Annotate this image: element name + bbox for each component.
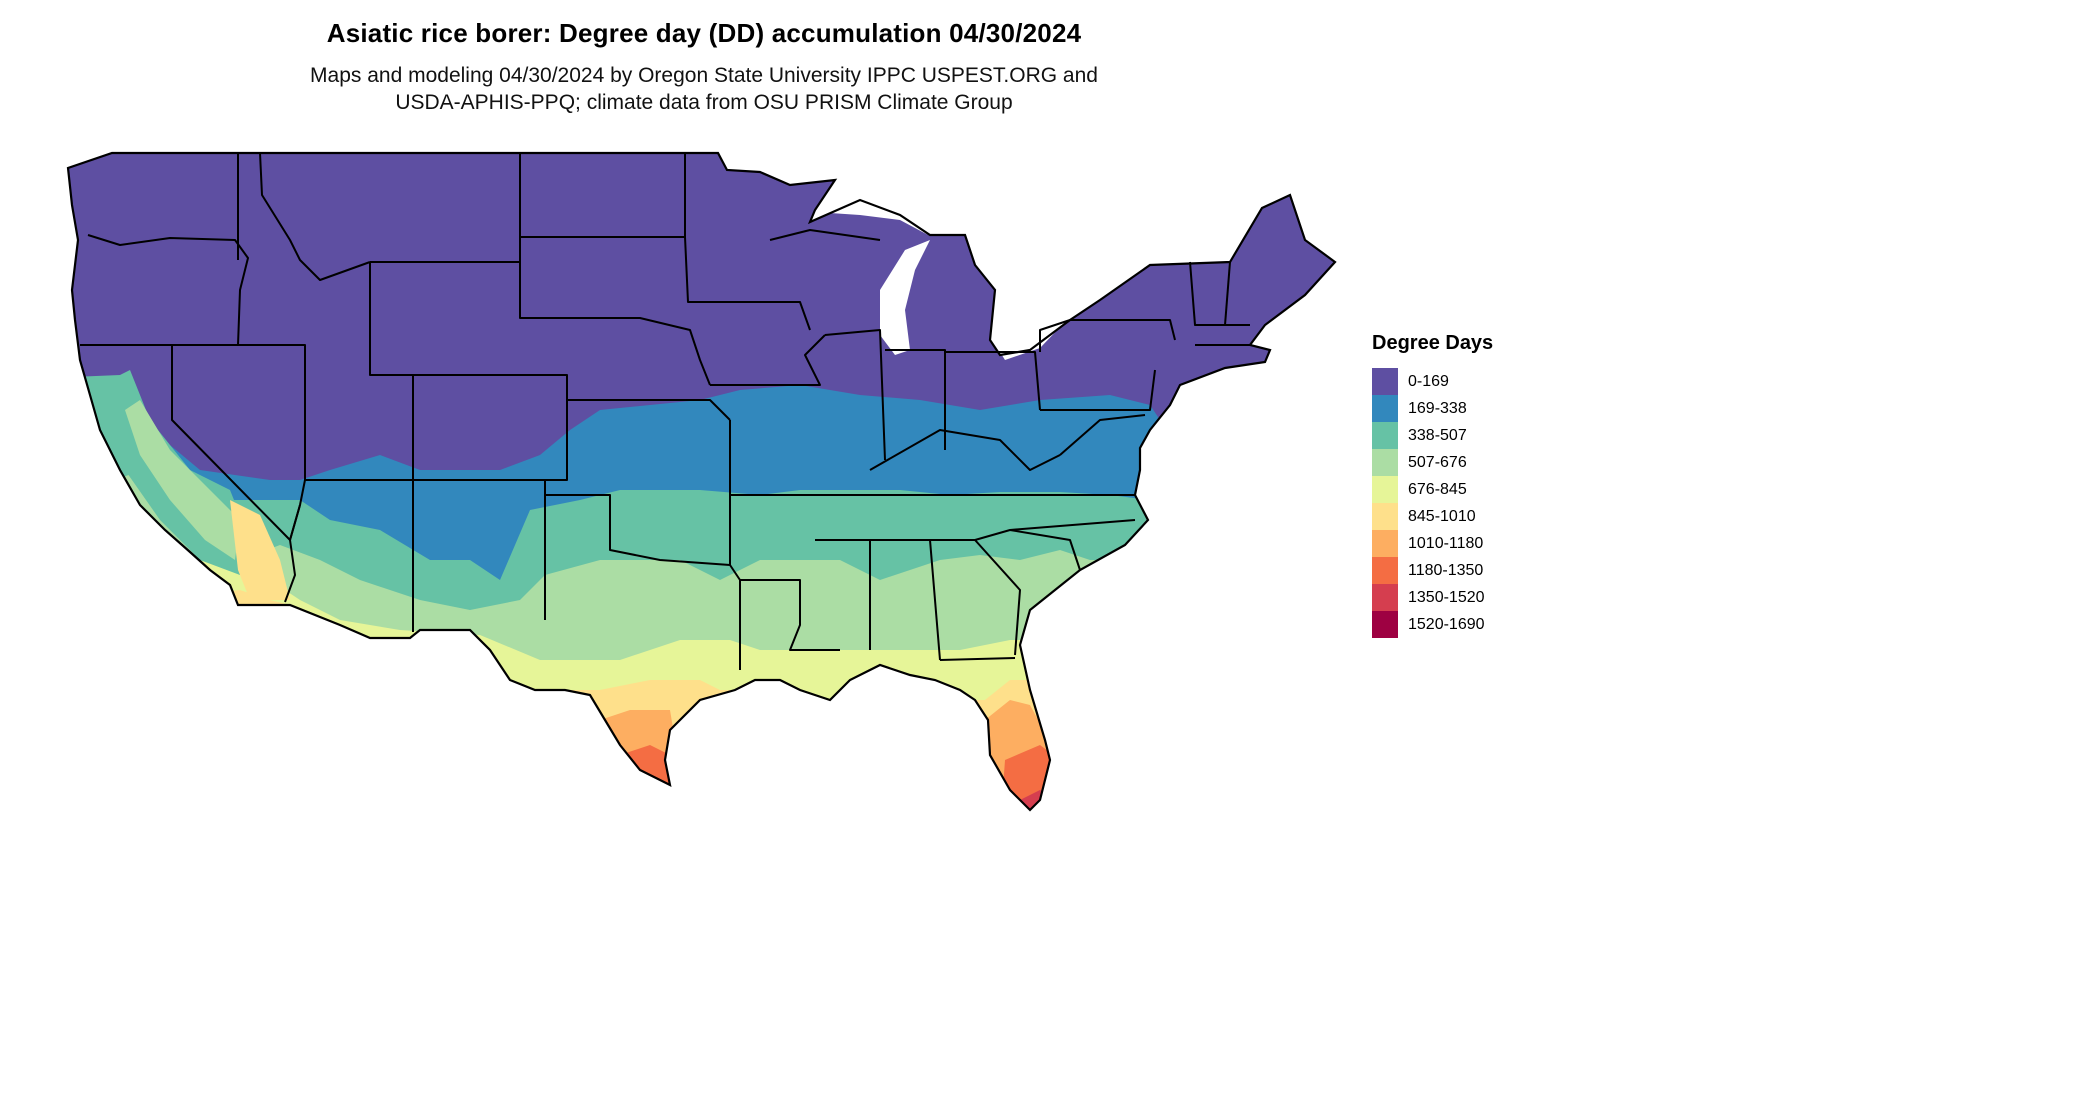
degree-day-zones xyxy=(68,153,1335,831)
legend-item: 507-676 xyxy=(1372,449,1493,476)
zone-1180-1350 xyxy=(610,745,1060,810)
legend-swatch xyxy=(1372,368,1398,395)
legend-swatch xyxy=(1372,503,1398,530)
subtitle-line-1: Maps and modeling 04/30/2024 by Oregon S… xyxy=(310,64,1098,87)
zone-california-507-676 xyxy=(125,400,240,560)
legend-item: 1520-1690 xyxy=(1372,611,1493,638)
zone-1010-1180 xyxy=(68,700,1060,810)
degree-day-map xyxy=(66,151,1337,831)
legend-swatch xyxy=(1372,422,1398,449)
subtitle-line-2: USDA-APHIS-PPQ; climate data from OSU PR… xyxy=(395,91,1013,114)
legend-swatch xyxy=(1372,476,1398,503)
legend-swatch xyxy=(1372,557,1398,584)
state-borders xyxy=(80,152,1250,670)
legend-label: 1180-1350 xyxy=(1408,561,1484,579)
legend-label: 338-507 xyxy=(1408,426,1467,444)
legend-item: 1010-1180 xyxy=(1372,530,1493,557)
legend-item: 0-169 xyxy=(1372,368,1493,395)
legend-swatch xyxy=(1372,611,1398,638)
legend-label: 1520-1690 xyxy=(1408,615,1485,633)
legend-item: 676-845 xyxy=(1372,476,1493,503)
legend-label: 676-845 xyxy=(1408,480,1467,498)
legend-item: 1180-1350 xyxy=(1372,557,1493,584)
legend-label: 845-1010 xyxy=(1408,507,1476,525)
map-subtitle: Maps and modeling 04/30/2024 by Oregon S… xyxy=(0,62,1408,116)
legend-label: 507-676 xyxy=(1408,453,1467,471)
legend-title: Degree Days xyxy=(1372,332,1494,354)
legend-label: 1350-1520 xyxy=(1408,588,1485,606)
legend-item: 845-1010 xyxy=(1372,503,1493,530)
map-title: Asiatic rice borer: Degree day (DD) accu… xyxy=(326,18,1082,48)
legend-swatch xyxy=(1372,584,1398,611)
zone-desert-845-1010 xyxy=(230,500,290,600)
zone-1520-1690 xyxy=(1022,812,1060,831)
lake-michigan xyxy=(880,240,930,355)
legend-items: 0-169 169-338 338-507 507-676 676-845 845-101… xyxy=(1372,368,1493,638)
legend-label: 0-169 xyxy=(1408,372,1449,390)
legend-swatch xyxy=(1372,395,1398,422)
legend-item: 169-338 xyxy=(1372,395,1493,422)
legend-swatch xyxy=(1372,449,1398,476)
legend-label: 169-338 xyxy=(1408,399,1467,417)
legend-swatch xyxy=(1372,530,1398,557)
legend-label: 1010-1180 xyxy=(1408,534,1484,552)
legend-item: 1350-1520 xyxy=(1372,584,1493,611)
legend: Degree Days 0-169 169-338 338-507 507-676 67… xyxy=(1372,332,1493,638)
legend-item: 338-507 xyxy=(1372,422,1493,449)
